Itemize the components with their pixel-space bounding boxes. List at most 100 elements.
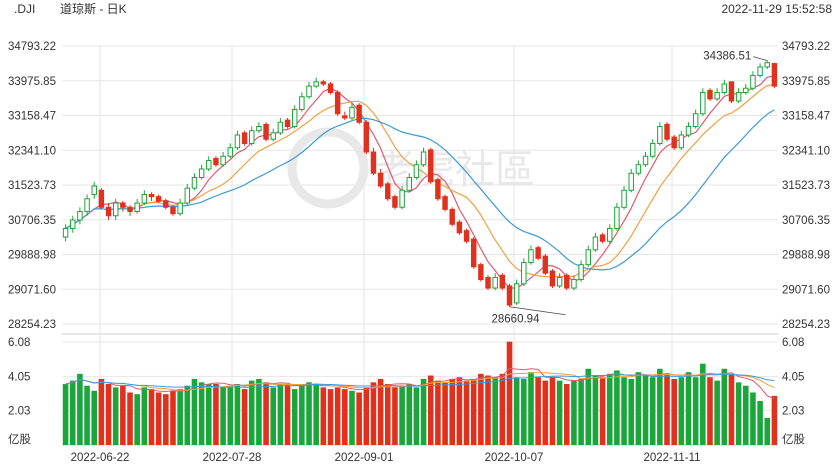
- x-tick-label: 2022-06-22: [71, 452, 130, 464]
- candle-up: [642, 155, 649, 166]
- x-tick-label: 2022-11-11: [643, 452, 700, 464]
- candle-down: [506, 285, 513, 306]
- candle-up: [743, 87, 749, 93]
- candle-down: [728, 81, 735, 102]
- candle-up: [528, 249, 534, 264]
- volume-bar: [141, 387, 148, 445]
- volume-bar: [714, 380, 720, 445]
- y-tick-label-left: 32341.10: [8, 145, 56, 157]
- annotations: 34386.51 28660.94: [492, 51, 768, 326]
- candle-down: [163, 200, 169, 208]
- volume-bar: [764, 417, 771, 445]
- volume-bar: [91, 390, 98, 445]
- volume-bar: [377, 378, 384, 445]
- candle-up: [735, 91, 742, 102]
- watermark: 老虎社區: [287, 127, 535, 209]
- high-annotation: 34386.51: [703, 51, 751, 63]
- volume-tick-label-left: 4.05: [8, 371, 30, 383]
- watermark-logo: [287, 127, 369, 209]
- volume-tick-label-right: 2.03: [782, 406, 804, 418]
- volume-ma-mid-line: [65, 372, 775, 391]
- y-tick-label-left: 30706.35: [8, 215, 56, 227]
- volume-bar: [664, 373, 670, 445]
- candle-up: [299, 96, 305, 110]
- candle-down: [456, 221, 463, 234]
- candle-down: [485, 276, 491, 289]
- volume-bar: [148, 389, 155, 445]
- candle-down: [98, 189, 105, 208]
- candle-up: [112, 202, 119, 217]
- volume-bar: [485, 375, 491, 445]
- volume-bar: [284, 384, 291, 445]
- volume-bar: [84, 385, 90, 445]
- volume-average-lines: [65, 367, 775, 400]
- candle-down: [478, 264, 484, 281]
- volume-bar: [578, 378, 584, 445]
- ma-long-line: [65, 109, 775, 271]
- volume-bar: [420, 378, 427, 445]
- candle-up: [614, 206, 620, 230]
- candle-up: [750, 74, 756, 89]
- candle-up: [277, 121, 284, 134]
- y-tick-label-right: 28254.23: [782, 319, 830, 331]
- candle-up: [714, 91, 720, 100]
- candle-down: [320, 81, 327, 85]
- volume-bar: [521, 378, 527, 445]
- candle-down: [392, 196, 398, 208]
- volume-bar: [692, 377, 699, 445]
- candle-up: [234, 134, 241, 149]
- volume-bar: [112, 387, 119, 445]
- volume-bar: [435, 380, 441, 445]
- volume-bar: [742, 385, 749, 445]
- candle-up: [757, 66, 763, 76]
- volume-bar: [642, 375, 649, 445]
- candle-up: [177, 202, 183, 215]
- volume-bar: [492, 377, 498, 445]
- candle-up: [313, 81, 319, 87]
- y-tick-label-right: 30706.35: [782, 215, 830, 227]
- volume-bar: [563, 384, 570, 445]
- y-axis-right: 34793.22 33975.85 33158.47 32341.10 31523.73…: [782, 41, 830, 446]
- volume-bar: [707, 377, 713, 445]
- y-tick-label-left: 28254.23: [8, 319, 56, 331]
- candle-down: [327, 83, 334, 93]
- candle-up: [184, 187, 191, 204]
- volume-bar: [478, 373, 484, 445]
- candle-down: [342, 115, 348, 119]
- ma-mid-line: [65, 84, 775, 278]
- volume-bar: [585, 368, 592, 445]
- candle-up: [592, 236, 599, 251]
- candle-up: [206, 160, 212, 170]
- candle-down: [499, 274, 506, 289]
- candle-up: [306, 85, 312, 98]
- candle-down: [463, 230, 470, 242]
- candle-up: [134, 202, 140, 213]
- volume-bar: [384, 384, 391, 445]
- candle-up: [399, 189, 405, 208]
- volume-bar: [241, 389, 248, 445]
- volume-bar: [327, 389, 334, 445]
- candle-up: [678, 134, 685, 149]
- volume-bar: [334, 387, 341, 445]
- volume-bar: [671, 378, 677, 445]
- candle-up: [291, 108, 298, 127]
- volume-bar: [163, 394, 169, 445]
- candle-down: [470, 238, 477, 268]
- volume-bar: [62, 384, 69, 445]
- candle-up: [621, 189, 627, 208]
- candle-up: [492, 276, 498, 289]
- candle-up: [70, 219, 76, 230]
- watermark-text: 老虎社區: [375, 147, 535, 193]
- y-tick-label-left: 34793.22: [8, 41, 56, 53]
- candle-up: [571, 279, 577, 289]
- volume-bar: [649, 377, 656, 445]
- volume-bar: [313, 384, 319, 445]
- candle-up: [685, 125, 692, 136]
- candle-down: [377, 172, 384, 187]
- volume-bar: [449, 378, 456, 445]
- candle-down: [549, 270, 556, 287]
- volume-bar: [506, 341, 513, 445]
- volume-bar: [685, 372, 692, 445]
- candle-up: [141, 194, 148, 204]
